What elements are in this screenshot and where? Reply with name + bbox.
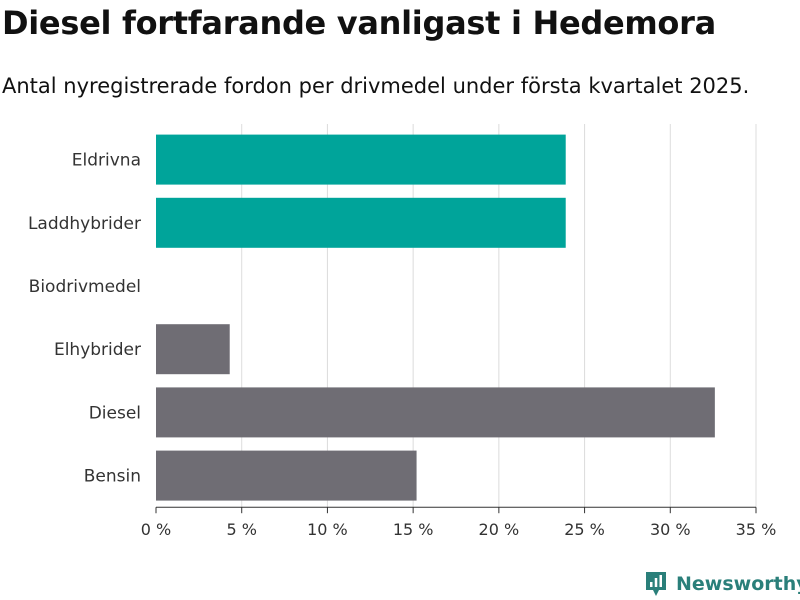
category-label: Eldrivna — [72, 151, 141, 171]
category-label: Elhybrider — [54, 340, 141, 360]
brand-logo: Newsworthy — [644, 570, 800, 598]
chart-subtitle: Antal nyregistrerade fordon per drivmede… — [2, 74, 750, 98]
category-label: Biodrivmedel — [29, 277, 141, 297]
bar-diesel — [156, 387, 715, 438]
x-tick-label: 35 % — [736, 520, 777, 539]
newsworthy-logo-icon — [646, 572, 666, 596]
bar-laddhybrider — [156, 197, 566, 248]
x-tick-label: 5 % — [226, 520, 256, 539]
x-tick-label: 25 % — [564, 520, 605, 539]
category-label: Bensin — [84, 467, 141, 487]
x-tick-label: 0 % — [141, 520, 171, 539]
bar-elhybrider — [156, 324, 230, 375]
x-tick-label: 20 % — [479, 520, 520, 539]
x-tick-label: 15 % — [393, 520, 434, 539]
brand-name: Newsworthy — [676, 573, 800, 595]
category-label: Laddhybrider — [28, 214, 141, 234]
chart-title: Diesel fortfarande vanligast i Hedemora — [2, 4, 716, 42]
x-tick-label: 30 % — [650, 520, 691, 539]
bar-eldrivna — [156, 134, 566, 185]
category-label: Diesel — [89, 403, 141, 423]
bar-bensin — [156, 450, 417, 501]
x-tick-label: 10 % — [307, 520, 348, 539]
